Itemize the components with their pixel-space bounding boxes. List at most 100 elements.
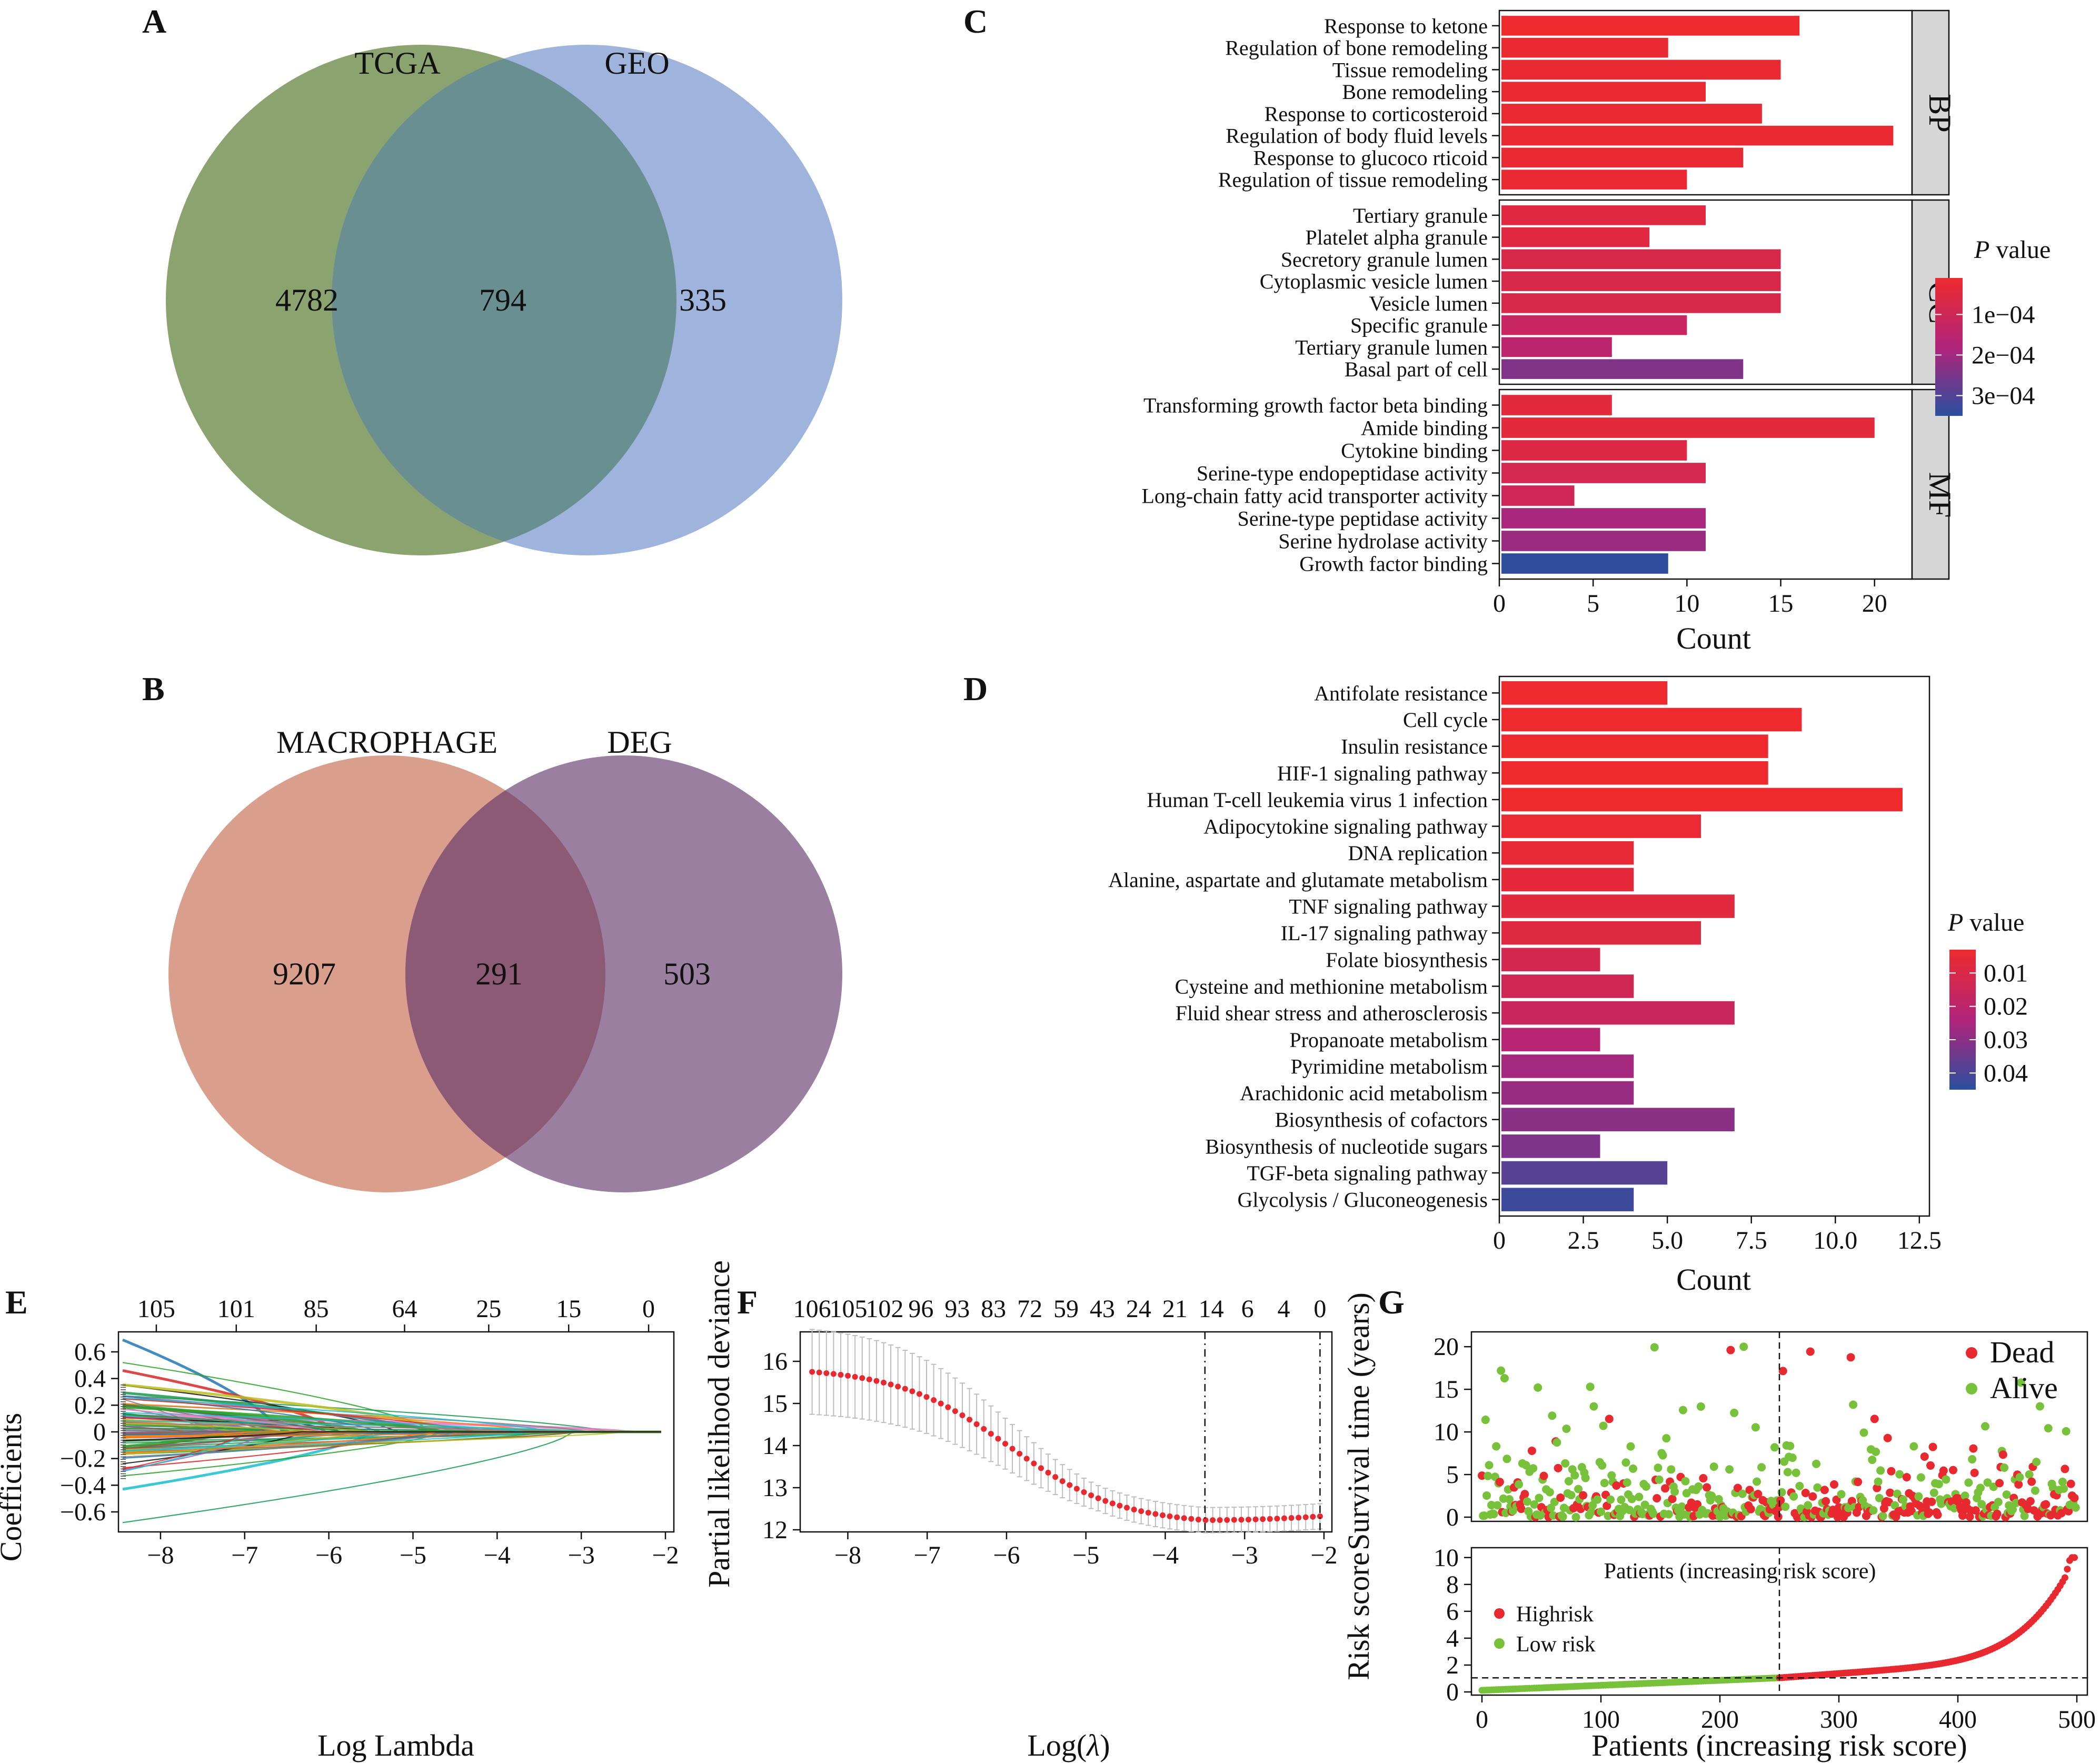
term-label: Propanoate metabolism (1289, 1028, 1488, 1052)
term-label: Platelet alpha granule (1305, 226, 1488, 250)
panel-e: E −8 −7 −6 −5 −4 −3 −2 105 101 85 64 25 15 0 0.60.40.2… (0, 1283, 679, 1762)
legend-tick-label: 0.01 (1984, 959, 2028, 987)
top-tick-label: 0 (1313, 1295, 1326, 1323)
legend-title: P value (1974, 236, 2051, 264)
panel-d-label: D (963, 670, 988, 708)
alive-point-267 (1795, 1481, 1804, 1490)
x-tick-label: 2.5 (1568, 1227, 1599, 1254)
y-tick-label: 2 (1446, 1651, 1459, 1679)
alive-point-5 (1484, 1471, 1492, 1480)
deviance-point-45 (1131, 1506, 1137, 1512)
top-tick-label: 105 (137, 1295, 175, 1323)
top-tick-label: 64 (392, 1295, 417, 1323)
term-label: Response to corticosteroid (1265, 102, 1488, 126)
dead-point-413 (1969, 1444, 1978, 1453)
bar-d-0 (1501, 681, 1668, 705)
bar-c-mf-2 (1501, 440, 1687, 461)
dead-point-414 (1970, 1468, 1979, 1477)
x-tick-label: 20 (1862, 590, 1887, 617)
alive-point-182 (1694, 1482, 1703, 1491)
dead-point-160 (1668, 1495, 1677, 1503)
alive-point-138 (1641, 1482, 1650, 1491)
dead-point-272 (1801, 1489, 1810, 1498)
alive-point-419 (1976, 1483, 1985, 1492)
top-tick-label: 24 (1126, 1295, 1151, 1323)
bar-d-18 (1501, 1161, 1668, 1185)
deviance-point-35 (1059, 1478, 1066, 1485)
deviance-point-7 (859, 1375, 865, 1381)
alive-point-452 (2015, 1473, 2024, 1482)
term-label: Long-chain fatty acid transporter activi… (1141, 484, 1488, 508)
bar-c-cc-7 (1501, 359, 1744, 379)
alive-point-157 (1664, 1510, 1673, 1519)
x-tick-label: −6 (315, 1541, 342, 1569)
alive-point-94 (1589, 1402, 1598, 1411)
top-tick-label: 0 (642, 1295, 655, 1323)
deviance-point-11 (888, 1381, 894, 1388)
bar-c-mf-7 (1501, 553, 1668, 574)
x-tick-label: −7 (231, 1541, 258, 1569)
deviance-point-24 (981, 1426, 987, 1432)
dead-point-376 (1925, 1508, 1934, 1517)
dead-point-251 (1776, 1496, 1785, 1505)
deviance-point-48 (1152, 1511, 1159, 1517)
deviance-point-56 (1210, 1517, 1216, 1523)
alive-point-61 (1550, 1498, 1559, 1507)
dead-point-33 (1517, 1505, 1526, 1513)
x-tick-label: 500 (2058, 1706, 2096, 1734)
x-tick-label: 10.0 (1813, 1227, 1857, 1254)
x-axis-title: Count (1676, 621, 1751, 655)
deviance-point-8 (866, 1376, 872, 1382)
x-tick-label: 12.5 (1897, 1227, 1942, 1254)
deviance-point-10 (880, 1379, 887, 1386)
alive-point-171 (1681, 1477, 1690, 1486)
dead-point-298 (1832, 1495, 1841, 1504)
deviance-point-58 (1224, 1517, 1230, 1523)
deviance-point-36 (1067, 1482, 1073, 1488)
alive-point-75 (1567, 1491, 1576, 1500)
bar-d-13 (1501, 1028, 1600, 1052)
alive-point-329 (1869, 1506, 1878, 1515)
x-tick-label: 0 (1476, 1706, 1488, 1734)
alive-point-363 (1909, 1442, 1918, 1451)
alive-point-162 (1670, 1487, 1679, 1496)
dead-point-154 (1661, 1484, 1670, 1493)
dead-point-415 (1971, 1506, 1980, 1515)
x-tick-label: 100 (1582, 1706, 1620, 1734)
bar-c-bp-7 (1501, 170, 1687, 190)
deviance-point-62 (1252, 1516, 1259, 1522)
alive-point-420 (1977, 1500, 1986, 1509)
top-tick-label: 93 (944, 1295, 970, 1323)
bar-c-mf-6 (1501, 531, 1706, 551)
dead-point-232 (1754, 1489, 1763, 1498)
term-label: Tertiary granule lumen (1295, 335, 1488, 359)
deviance-point-26 (995, 1436, 1001, 1442)
y-tick-label: −0.6 (60, 1498, 106, 1526)
term-label: Tissue remodeling (1332, 58, 1488, 82)
alive-point-44 (1530, 1500, 1539, 1509)
alive-point-117 (1617, 1496, 1626, 1505)
bar-c-bp-6 (1501, 147, 1744, 168)
alive-point-63 (1552, 1438, 1561, 1447)
panel-c-label: C (963, 3, 988, 40)
legend-colorbar (1935, 278, 1963, 416)
alive-point-97 (1593, 1495, 1602, 1504)
term-label: Folate biosynthesis (1326, 948, 1488, 972)
bar-c-cc-2 (1501, 249, 1781, 270)
bar-c-cc-0 (1501, 205, 1706, 225)
term-label: Pyrimidine metabolism (1291, 1054, 1488, 1078)
alive-point-100 (1597, 1507, 1605, 1516)
legend-title-p: P (1974, 236, 1989, 264)
alive-point-441 (2002, 1490, 2011, 1499)
alive-point-208 (1725, 1465, 1734, 1474)
deviance-point-39 (1088, 1492, 1094, 1499)
top-tick-label: 102 (865, 1295, 903, 1323)
y-tick-label: 4 (1446, 1625, 1459, 1652)
dead-point-52 (1539, 1471, 1548, 1480)
deviance-point-29 (1017, 1450, 1023, 1457)
bar-d-8 (1501, 894, 1735, 918)
alive-point-59 (1548, 1411, 1557, 1420)
alive-point-4 (1482, 1491, 1491, 1500)
